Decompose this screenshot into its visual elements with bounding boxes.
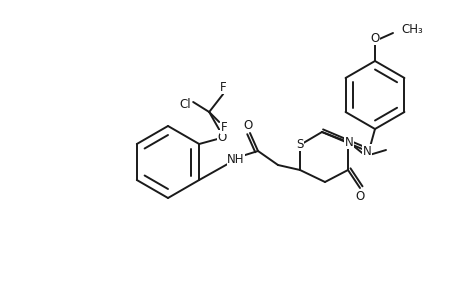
- Text: CH₃: CH₃: [400, 22, 422, 35]
- Text: O: O: [369, 32, 379, 44]
- Text: N: N: [344, 136, 353, 148]
- Text: N: N: [362, 145, 370, 158]
- Text: F: F: [220, 121, 227, 134]
- Text: O: O: [243, 118, 252, 131]
- Text: S: S: [296, 137, 303, 151]
- Text: O: O: [355, 190, 364, 202]
- Text: Cl: Cl: [179, 98, 190, 110]
- Text: F: F: [219, 80, 226, 94]
- Text: O: O: [217, 130, 226, 143]
- Text: NH: NH: [227, 152, 244, 166]
